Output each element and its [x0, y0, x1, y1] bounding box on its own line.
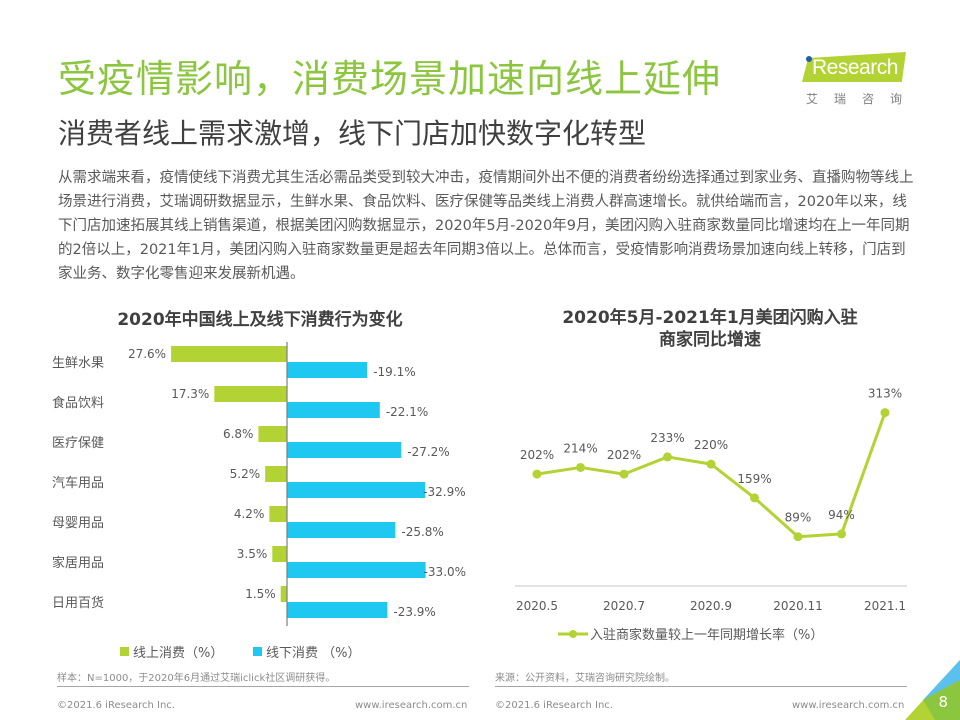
legend-swatch-offline — [253, 647, 262, 656]
bar-chart-title: 2020年中国线上及线下消费行为变化 — [117, 310, 403, 330]
line-legend: 入驻商家数量较上一年同期增长率（%） — [558, 624, 823, 643]
bar-offline — [287, 402, 380, 418]
footer-copyright-right: ©2021.6 iResearch Inc. — [495, 700, 613, 711]
source-note: 来源：公开资料，艾瑞咨询研究院绘制。 — [495, 673, 675, 684]
bar-offline — [287, 442, 402, 458]
bar-online — [214, 386, 287, 402]
data-label: 313% — [868, 387, 902, 401]
data-point — [750, 493, 759, 503]
page-number: 8 — [938, 693, 948, 711]
category-label: 汽车用品 — [52, 475, 104, 491]
data-label-offline: -33.0% — [424, 565, 466, 579]
bar-offline — [287, 482, 426, 498]
footer-divider-right — [495, 686, 907, 687]
data-label-offline: -32.9% — [423, 485, 465, 499]
iresearch-logo: Research 艾瑞咨询 — [792, 50, 912, 110]
data-label-online: 27.6% — [128, 347, 166, 361]
logo-cn-text: 艾瑞咨询 — [806, 92, 919, 106]
data-label: 94% — [828, 508, 855, 522]
line-chart-title: 2020年5月-2021年1月美团闪购入驻商家同比增速 — [562, 308, 858, 350]
data-label-online: 1.5% — [245, 587, 276, 601]
data-label-online: 6.8% — [223, 427, 254, 441]
bar-online — [171, 346, 287, 362]
data-label-offline: -27.2% — [407, 445, 449, 459]
data-label-online: 3.5% — [237, 547, 268, 561]
data-label-offline: -25.8% — [401, 525, 443, 539]
data-label-online: 17.3% — [171, 387, 209, 401]
data-label: 159% — [737, 472, 771, 486]
x-tick-label: 2020.9 — [690, 599, 732, 613]
footer-copyright-left: ©2021.6 iResearch Inc. — [57, 700, 175, 711]
page-subtitle: 消费者线上需求激增，线下门店加快数字化转型 — [58, 117, 647, 150]
category-label: 生鲜水果 — [52, 356, 104, 371]
data-point — [706, 459, 716, 469]
category-label: 医疗保健 — [52, 436, 104, 451]
sample-note: 样本：N=1000，于2020年6月通过艾瑞iclick社区调研获得。 — [57, 673, 336, 684]
legend-label-online: 线上消费（%） — [133, 646, 224, 661]
x-tick-label: 2020.11 — [773, 599, 823, 613]
bar-offline — [287, 602, 388, 618]
corner-decoration — [905, 660, 960, 720]
data-label-online: 5.2% — [230, 467, 261, 481]
category-label: 家居用品 — [52, 555, 104, 571]
legend-swatch-online — [120, 647, 129, 656]
data-point — [663, 452, 672, 462]
bar-offline — [287, 562, 426, 578]
x-tick-label: 2020.7 — [603, 599, 645, 613]
footer-divider-left — [57, 686, 469, 687]
data-label-online: 4.2% — [234, 507, 265, 521]
legend-label-offline: 线下消费 （%） — [266, 646, 361, 661]
x-tick-label: 2020.5 — [516, 599, 558, 613]
data-label-offline: -19.1% — [373, 365, 415, 379]
data-point — [880, 408, 890, 418]
legend-label-growth: 入驻商家数量较上一年同期增长率（%） — [590, 628, 824, 643]
footer-url-right[interactable]: www.iresearch.com.cn — [792, 700, 905, 711]
footer-url-left[interactable]: www.iresearch.com.cn — [355, 700, 468, 711]
category-label: 日用百货 — [52, 595, 104, 611]
data-point — [576, 462, 585, 472]
logo-text: Research — [812, 56, 898, 79]
bar-offline — [287, 362, 368, 378]
data-point — [837, 529, 846, 539]
data-label: 202% — [520, 448, 554, 462]
bar-online — [258, 426, 287, 442]
body-paragraph: 从需求端来看，疫情使线下消费尤其生活必需品类受到较大冲击，疫情期间外出不便的消费… — [58, 170, 914, 282]
data-label-offline: -22.1% — [386, 405, 428, 419]
data-point — [532, 469, 542, 479]
bar-legend-offline: 线下消费 （%） — [253, 642, 361, 661]
legend-line-marker-icon — [558, 629, 588, 638]
bar-legend-online: 线上消费（%） — [120, 642, 223, 661]
data-label: 233% — [650, 431, 684, 445]
data-label: 214% — [563, 441, 597, 455]
x-tick-label: 2021.1 — [864, 599, 906, 613]
bar-online — [280, 586, 287, 602]
bar-online — [265, 466, 287, 482]
data-label: 220% — [694, 438, 728, 452]
bar-offline — [287, 522, 396, 538]
logo-dot-icon — [806, 56, 812, 62]
data-label: 202% — [607, 448, 641, 462]
bar-online — [272, 546, 287, 562]
data-label: 89% — [785, 511, 812, 525]
data-label-offline: -23.9% — [393, 605, 435, 619]
data-point — [793, 532, 803, 542]
category-label: 母婴用品 — [52, 516, 104, 531]
bar-online — [269, 506, 287, 522]
category-label: 食品饮料 — [52, 395, 104, 411]
data-point — [619, 469, 629, 479]
page-title: 受疫情影响，消费场景加速向线上延伸 — [58, 57, 722, 101]
